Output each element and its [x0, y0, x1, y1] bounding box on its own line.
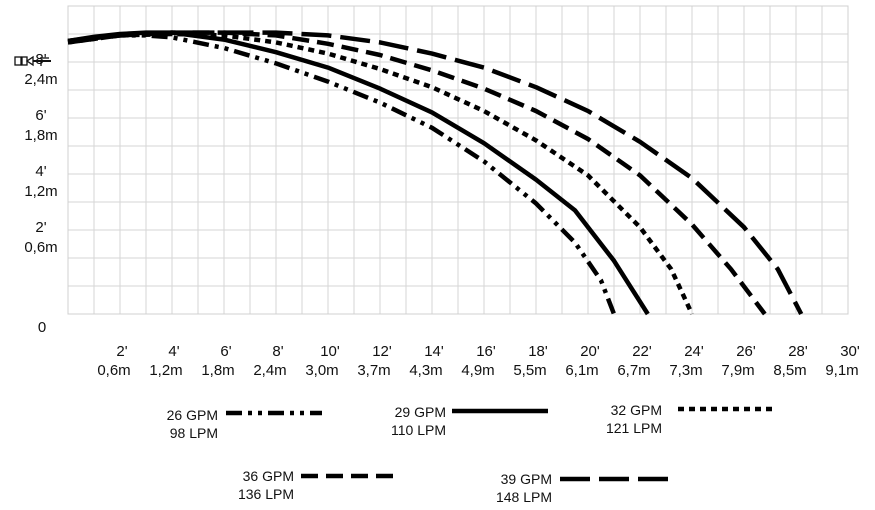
- grid: [67, 5, 849, 315]
- x-tick-label: 2': [116, 343, 127, 360]
- y-tick-label: 2': [35, 219, 46, 236]
- x-tick-label-metric: 6,7m: [617, 362, 650, 379]
- x-tick-label: 10': [320, 343, 340, 360]
- x-tick-label-metric: 1,2m: [149, 362, 182, 379]
- x-tick-label: 20': [580, 343, 600, 360]
- x-tick-label-metric: 0,6m: [97, 362, 130, 379]
- x-tick-label-metric: 5,5m: [513, 362, 546, 379]
- x-tick-label: 18': [528, 343, 548, 360]
- plot-border: [67, 5, 849, 315]
- x-tick-label-metric: 4,3m: [409, 362, 442, 379]
- series-line-26-gpm: [67, 33, 617, 315]
- y-axis: 0 2' 0,6m 4' 1,2m 6' 1,8m 8' 2,4m: [24, 51, 57, 336]
- y-tick-label-metric: 1,8m: [24, 127, 57, 144]
- y-tick-label: 6': [35, 107, 46, 124]
- legend-label-metric: 98 LPM: [170, 425, 218, 441]
- legend-label-metric: 121 LPM: [606, 420, 662, 436]
- x-tick-label: 16': [476, 343, 496, 360]
- legend-label-metric: 110 LPM: [391, 422, 446, 438]
- y-tick-label-metric: 0,6m: [24, 239, 57, 256]
- y-tick-label: 8': [35, 51, 46, 68]
- legend-label-metric: 136 LPM: [238, 486, 294, 502]
- nozzle-icon: [14, 55, 51, 67]
- y-tick-label-metric: 1,2m: [24, 183, 57, 200]
- x-tick-label-metric: 6,1m: [565, 362, 598, 379]
- x-tick-label-metric: 3,7m: [357, 362, 390, 379]
- x-tick-label-metric: 4,9m: [461, 362, 494, 379]
- x-tick-label: 24': [684, 343, 704, 360]
- series-lines: [67, 30, 804, 316]
- x-tick-label-metric: 1,8m: [201, 362, 234, 379]
- legend-label: 39 GPM: [501, 471, 552, 487]
- legend-label: 29 GPM: [395, 404, 446, 420]
- x-tick-label-metric: 7,3m: [669, 362, 702, 379]
- x-tick-label: 12': [372, 343, 392, 360]
- x-tick-label-metric: 9,1m: [825, 362, 858, 379]
- legend-label: 36 GPM: [243, 468, 294, 484]
- x-axis: 2' 0,6m 4' 1,2m 6' 1,8m 8' 2,4m 10' 3,0m 12' 3,7m 14…: [97, 343, 860, 379]
- x-tick-label: 30': [840, 343, 860, 360]
- x-tick-label: 14': [424, 343, 444, 360]
- x-tick-label: 8': [272, 343, 283, 360]
- legend-label-metric: 148 LPM: [496, 489, 552, 505]
- series-line-29-gpm: [67, 30, 650, 316]
- x-tick-label-metric: 2,4m: [253, 362, 286, 379]
- legend-label: 26 GPM: [167, 407, 218, 423]
- x-tick-label: 22': [632, 343, 652, 360]
- series-line-36-gpm: [67, 30, 767, 316]
- x-tick-label: 28': [788, 343, 808, 360]
- x-tick-label: 4': [168, 343, 179, 360]
- x-tick-label: 26': [736, 343, 756, 360]
- series-line-39-gpm: [67, 30, 804, 316]
- y-tick-label: 4': [35, 163, 46, 180]
- x-tick-label-metric: 8,5m: [773, 362, 806, 379]
- legend: 26 GPM 98 LPM 29 GPM 110 LPM 32 GPM 121 LPM 36…: [167, 402, 774, 505]
- legend-label: 32 GPM: [611, 402, 662, 418]
- y-tick-label-metric: 2,4m: [24, 71, 57, 88]
- plot-frame: [67, 5, 849, 315]
- x-tick-label-metric: 3,0m: [305, 362, 338, 379]
- x-tick-label-metric: 7,9m: [721, 362, 754, 379]
- y-tick-label: 0: [38, 319, 46, 336]
- x-tick-label: 6': [220, 343, 231, 360]
